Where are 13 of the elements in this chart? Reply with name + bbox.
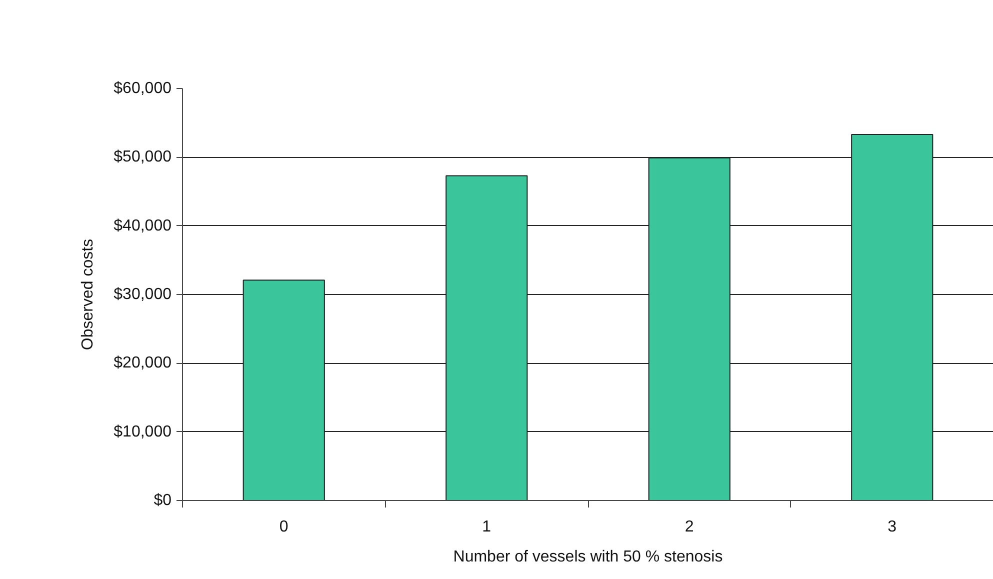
x-tick-label: 1 — [482, 518, 492, 536]
y-tick-label: $30,000 — [114, 286, 172, 303]
y-tick-label: $40,000 — [114, 217, 172, 234]
y-axis-title: Observed costs — [80, 238, 97, 350]
y-tick-label: $0 — [154, 492, 172, 509]
x-tick-label: 0 — [279, 518, 288, 536]
x-axis-title: Number of vessels with 50 % stenosis — [453, 548, 723, 566]
x-tick-label: 3 — [888, 518, 897, 536]
y-tick-label: $10,000 — [114, 423, 172, 440]
y-tick-label: $50,000 — [114, 148, 172, 166]
x-tick-label: 2 — [684, 518, 694, 536]
y-tick-label: $20,000 — [114, 354, 172, 372]
y-tick-label: $60,000 — [114, 80, 172, 97]
